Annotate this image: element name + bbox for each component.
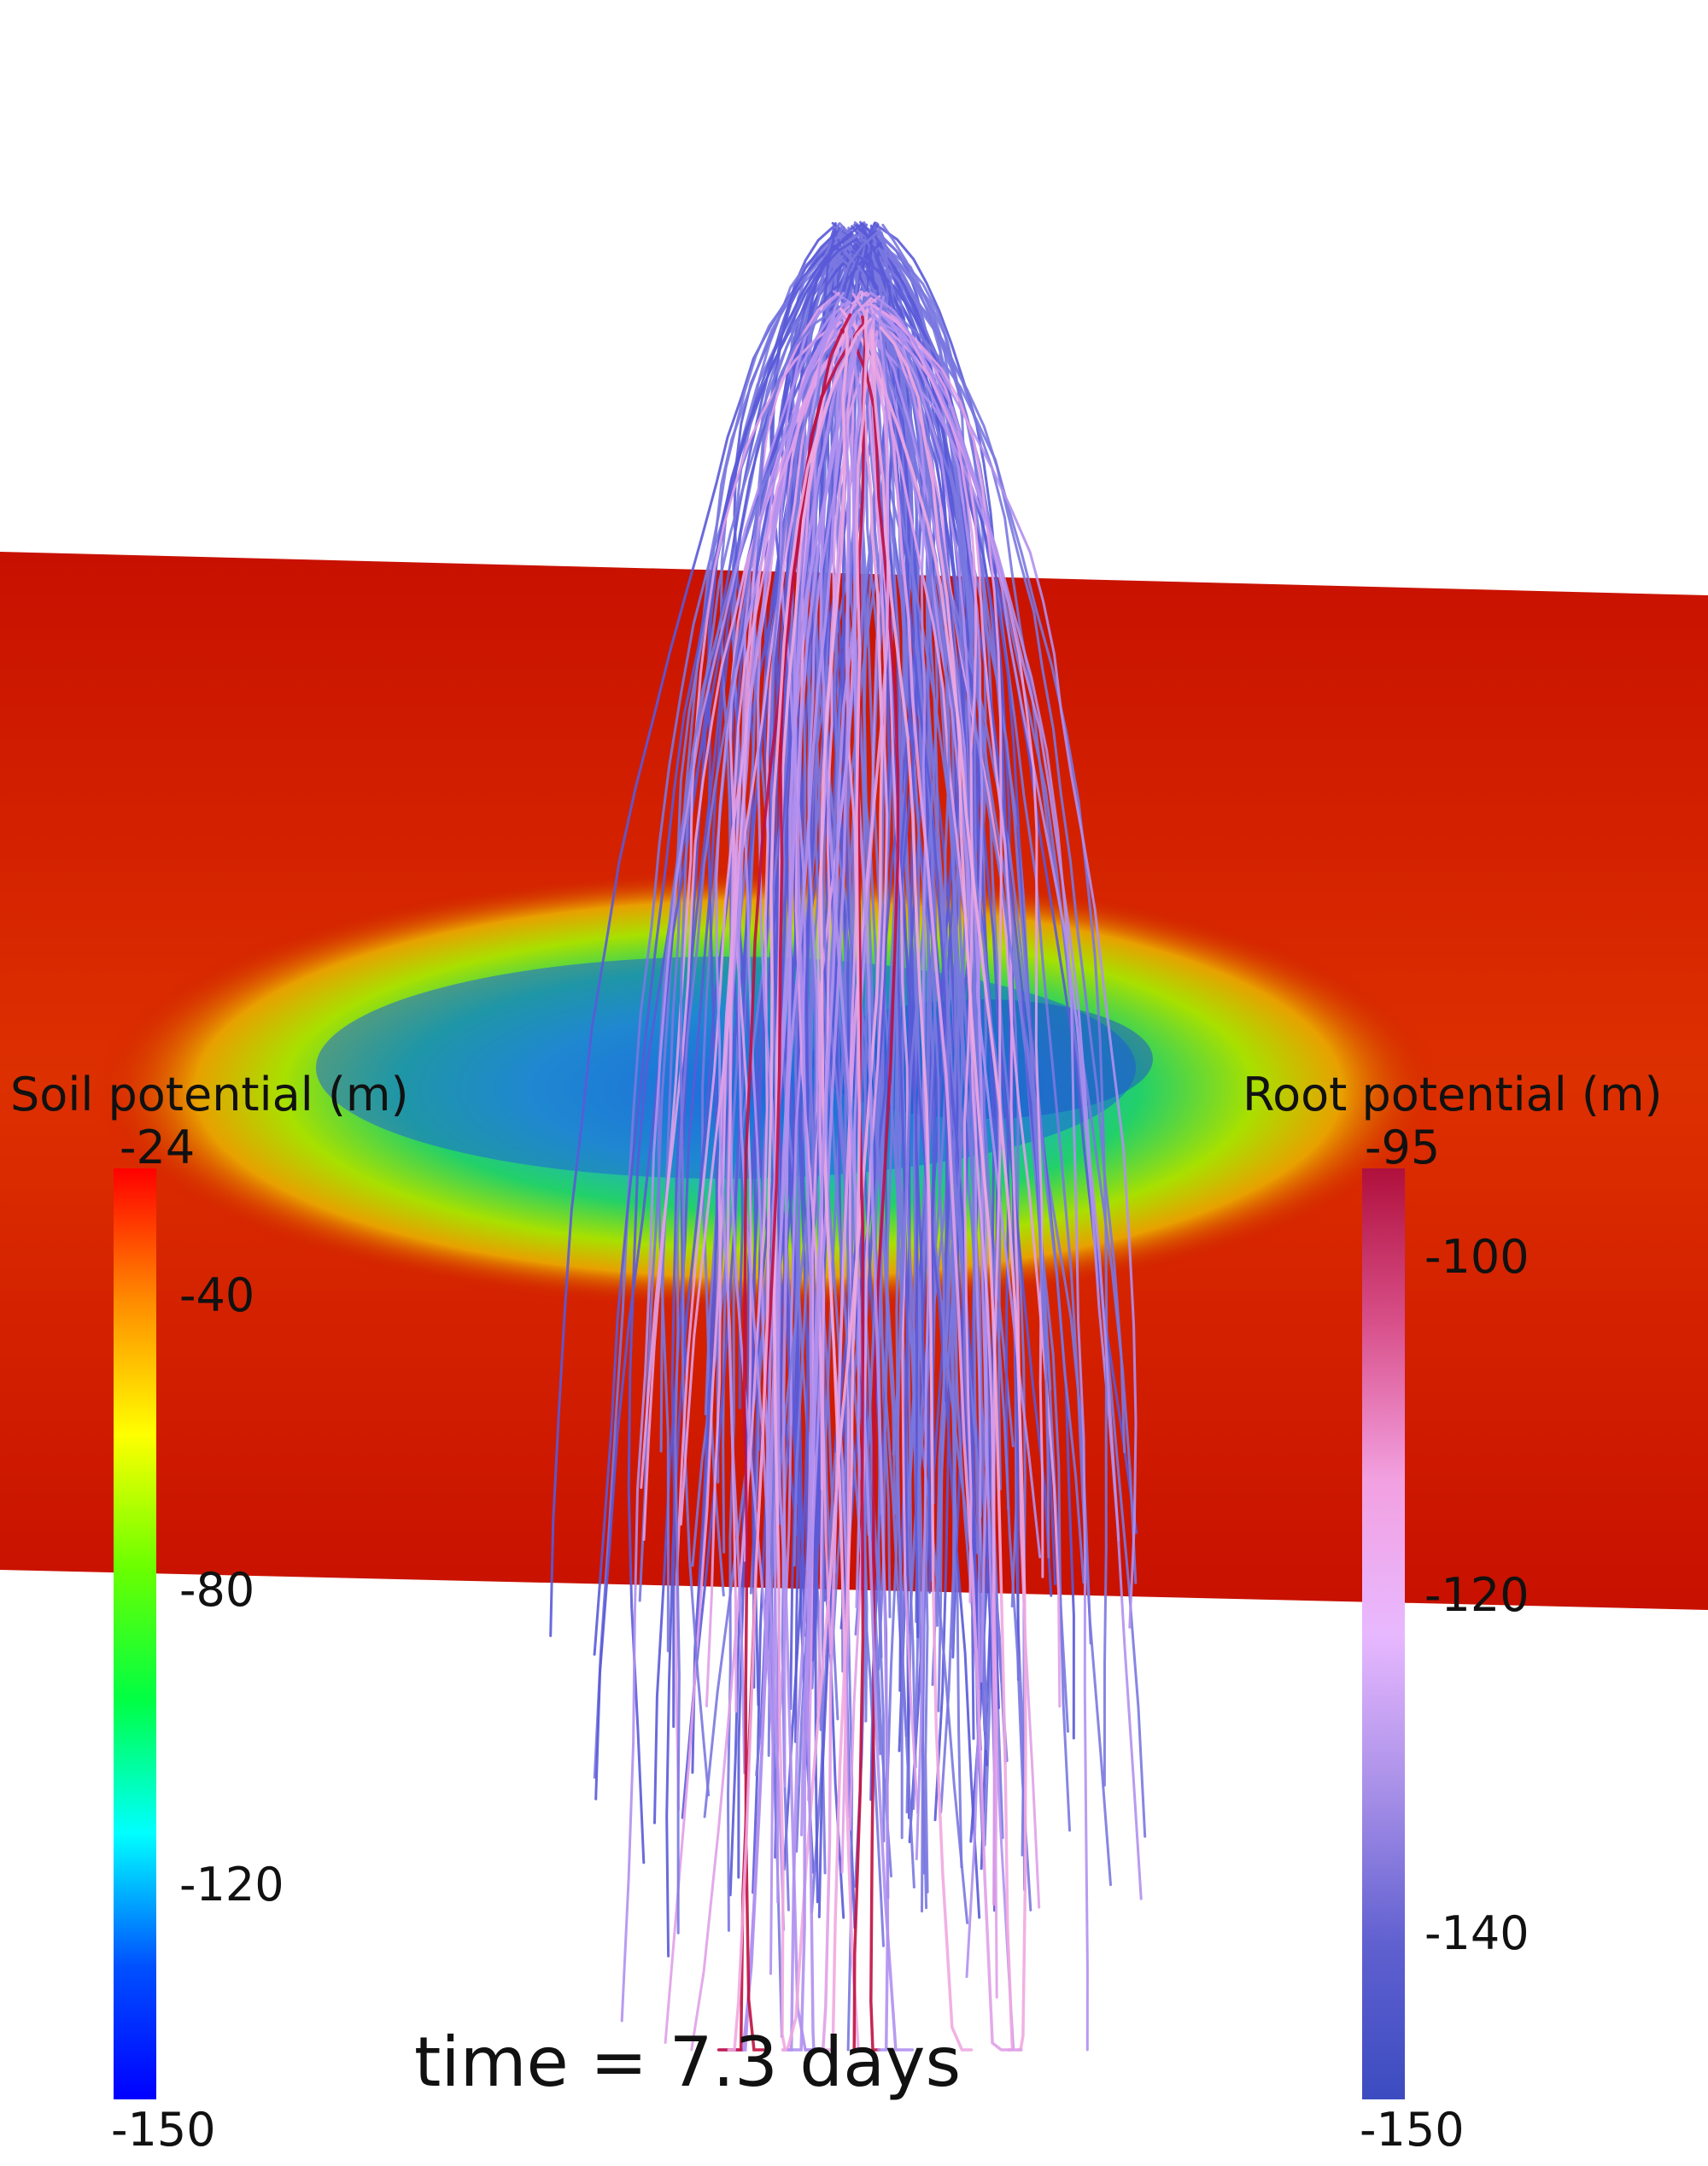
root-legend-max-label: -95 (1365, 1121, 1441, 1174)
root-segment-232 (852, 313, 890, 2052)
root-segment-215 (679, 297, 873, 1526)
root-segment-191 (861, 302, 1050, 1559)
root-segment-211 (875, 307, 1003, 1999)
root-segment-167 (664, 291, 840, 2044)
root-legend-tick-100: -100 (1424, 1230, 1530, 1284)
root-colorbar (1362, 1168, 1405, 2099)
root-segment-228 (859, 314, 1023, 2052)
root-segment-212 (869, 291, 1089, 2052)
root-segment-229 (815, 325, 890, 2052)
root-segment-209 (839, 318, 956, 1649)
root-segment-220 (879, 326, 1015, 2052)
soil-legend-max-label: -24 (120, 1121, 196, 1174)
root-segment-203 (674, 305, 841, 1935)
root-legend-tick-140: -140 (1424, 1906, 1530, 1960)
root-segment-202 (620, 300, 850, 2023)
soil-legend-title: Soil potential (m) (10, 1068, 409, 1121)
root-legend-title: Root potential (m) (1243, 1068, 1663, 1121)
root-segment-94 (875, 231, 1092, 1645)
root-segment-187 (880, 301, 1032, 1911)
root-segment-241 (823, 308, 869, 2052)
soil-colorbar (114, 1168, 156, 2099)
root-segment-117 (838, 231, 1138, 1584)
root-segment-227 (781, 332, 884, 2052)
root-segment-221 (839, 328, 900, 2052)
soil-legend-min-label: -150 (111, 2103, 216, 2157)
root-legend-tick-120: -120 (1424, 1568, 1530, 1622)
root-segment-138 (594, 230, 839, 1800)
root-segment-233 (870, 329, 974, 2052)
root-system (549, 220, 1147, 2052)
root-legend-min-label: -150 (1360, 2103, 1465, 2157)
root-segment-59 (866, 233, 1147, 1838)
root-segment-140 (872, 242, 1069, 1733)
soil-legend-tick-80: -80 (179, 1563, 255, 1617)
soil-legend-tick-40: -40 (179, 1268, 255, 1322)
root-segment-197 (869, 301, 988, 1683)
soil-legend-tick-120: -120 (179, 1858, 284, 1911)
root-segment-146 (593, 237, 859, 1656)
root-segment-154 (691, 232, 854, 1774)
root-segment-207 (873, 303, 930, 1861)
time-label: time = 7.3 days (414, 2023, 962, 2102)
root-segment-210 (869, 302, 978, 1604)
root-segment-240 (727, 317, 873, 2052)
root-segment-173 (642, 311, 862, 1542)
root-segment-168 (868, 320, 919, 1814)
root-segment-224 (839, 307, 1027, 2052)
root-segment-235 (796, 313, 853, 2052)
root-segment-196 (848, 300, 889, 1831)
root-segment-85 (862, 255, 1126, 1454)
root-segment-118 (593, 231, 863, 1779)
root-segment-239 (852, 315, 867, 2052)
root-segment-184 (869, 315, 1138, 1629)
